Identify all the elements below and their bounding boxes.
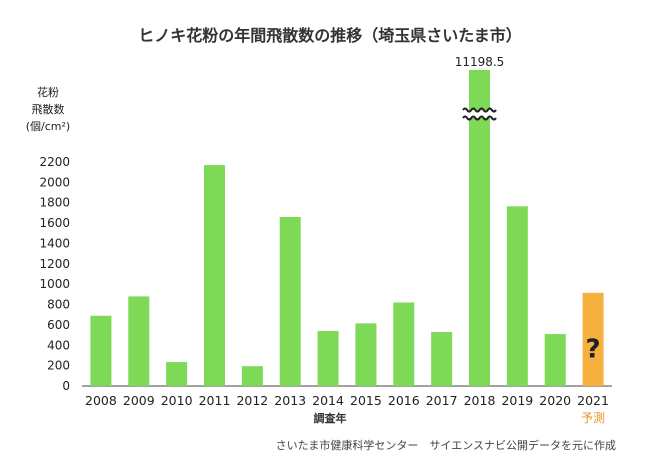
- bar: [279, 216, 301, 386]
- bar: [204, 165, 225, 386]
- y-tick-label: 200: [47, 359, 70, 373]
- x-tick-label: 2013: [274, 393, 306, 408]
- x-tick-label: 2010: [161, 393, 193, 408]
- y-tick-label: 1000: [39, 277, 70, 291]
- chart-title: ヒノキ花粉の年間飛散数の推移（埼玉県さいたま市）: [138, 26, 522, 45]
- y-tick-label: 600: [47, 318, 70, 332]
- y-tick-label: 2200: [39, 155, 70, 169]
- y-tick-label: 2000: [39, 175, 70, 189]
- bar: [241, 366, 263, 386]
- x-tick-label: 2020: [539, 393, 571, 408]
- axis-break-line: [462, 115, 497, 121]
- x-tick-label: 2009: [123, 393, 155, 408]
- bar: [166, 362, 188, 386]
- y-axis-label-line: 飛散数: [31, 103, 65, 116]
- bar: [431, 332, 453, 386]
- x-tick-label: 2012: [236, 393, 268, 408]
- y-axis-label-line: (個/cm²): [25, 120, 71, 133]
- forecast-question-mark: ?: [586, 335, 601, 365]
- bar: [90, 315, 112, 386]
- y-tick-label: 0: [62, 379, 70, 393]
- forecast-label: 予測: [581, 411, 605, 425]
- x-tick-label: 2011: [199, 393, 231, 408]
- axis-break-gap: [463, 110, 496, 118]
- bar: [128, 296, 150, 386]
- bar: [393, 302, 415, 386]
- bar: [317, 331, 339, 386]
- y-tick-label: 1400: [39, 236, 70, 250]
- y-tick-label: 1600: [39, 216, 70, 230]
- bar: [355, 323, 377, 386]
- bar: [582, 292, 604, 386]
- x-tick-label: 2017: [426, 393, 458, 408]
- x-tick-label: 2021: [577, 393, 609, 408]
- bar: [469, 70, 490, 386]
- x-tick-label: 2014: [312, 393, 344, 408]
- bar: [544, 334, 566, 386]
- x-tick-label: 2008: [85, 393, 117, 408]
- x-tick-label: 2019: [501, 393, 533, 408]
- x-tick-label: 2016: [388, 393, 420, 408]
- source-note: さいたま市健康科学センター サイエンスナビ公開データを元に作成: [275, 439, 616, 452]
- axis-break-line: [462, 107, 497, 113]
- y-tick-label: 400: [47, 338, 70, 352]
- bar: [506, 206, 528, 386]
- x-tick-label: 2018: [464, 393, 496, 408]
- bar-value-label: 11198.5: [455, 55, 505, 69]
- y-tick-label: 1800: [39, 196, 70, 210]
- y-tick-label: 1200: [39, 257, 70, 271]
- y-axis-label-line: 花粉: [37, 86, 59, 99]
- x-axis-label: 調査年: [313, 412, 347, 425]
- y-tick-label: 800: [47, 298, 70, 312]
- x-tick-label: 2015: [350, 393, 382, 408]
- y-axis-label: 花粉 飛散数 (個/cm²): [16, 84, 80, 135]
